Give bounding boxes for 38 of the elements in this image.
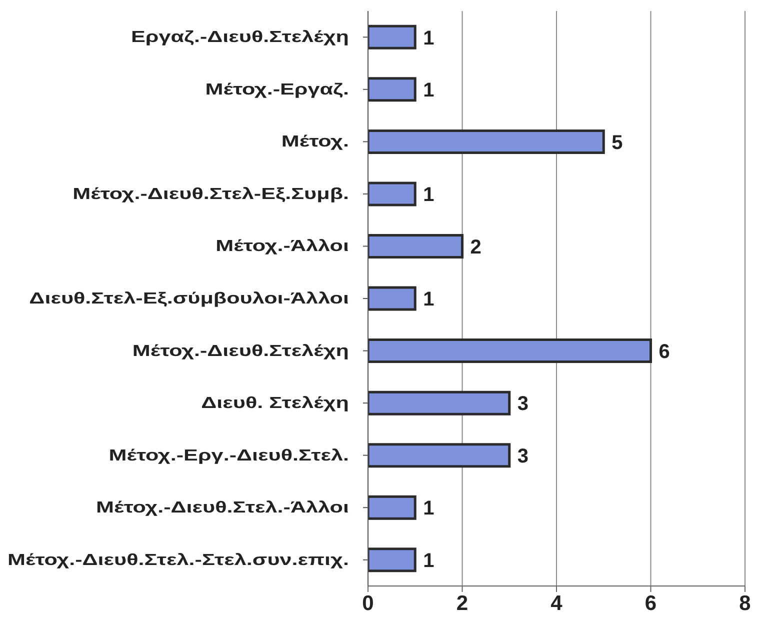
y-tick-label: Μέτοχ.-Διευθ.Στελ-Εξ.Συμβ. [72, 185, 349, 204]
data-label: 5 [612, 132, 623, 154]
x-tick-label: 4 [550, 592, 563, 615]
data-label: 2 [470, 236, 482, 258]
bar [368, 24, 416, 50]
y-tick-label: Μέτοχ.-Εργαζ. [205, 80, 349, 99]
y-tick-label: Μέτοχ.-Διευθ.Στελ.-Στελ.συν.επιχ. [7, 551, 349, 570]
y-tick-label: Εργαζ.-Διευθ.Στελέχη [130, 28, 349, 46]
data-label: 1 [423, 498, 434, 520]
bar [368, 182, 416, 206]
y-tick-label: Διευθ. Στελέχη [201, 394, 349, 412]
data-label: 3 [517, 445, 528, 468]
x-tick-label: 8 [739, 592, 752, 615]
data-label: 3 [517, 393, 528, 416]
y-tick-label: Διευθ.Στελ-Εξ.σύμβουλοι-Άλλοι [29, 290, 349, 308]
bar [368, 129, 605, 154]
y-tick-label: Μέτοχ.-Άλλοι [216, 238, 349, 256]
bar [368, 390, 511, 416]
data-label: 1 [423, 184, 434, 206]
data-label: 6 [658, 340, 670, 363]
data-label: 1 [423, 288, 434, 311]
bar [368, 495, 416, 520]
y-tick-label: Μέτοχ.-Εργ.-Διευθ.Στελ. [108, 446, 349, 465]
x-tick-label: 6 [644, 592, 657, 615]
bar [368, 548, 416, 572]
y-tick-label: Μέτοχ.-Διευθ.Στελ.-Άλλοι [96, 499, 349, 517]
data-label: 1 [423, 27, 434, 50]
data-label: 1 [423, 80, 434, 102]
bar [368, 77, 416, 102]
y-tick-label: Μέτοχ.-Διευθ.Στελέχη [132, 342, 349, 360]
bar [368, 286, 416, 311]
data-label: 1 [423, 550, 434, 572]
x-tick-label: 2 [456, 592, 468, 615]
bar [368, 338, 652, 364]
x-tick-label: 0 [362, 592, 374, 615]
bar [368, 443, 511, 468]
bar [368, 234, 464, 258]
y-tick-label: Μέτοχ. [281, 133, 349, 151]
